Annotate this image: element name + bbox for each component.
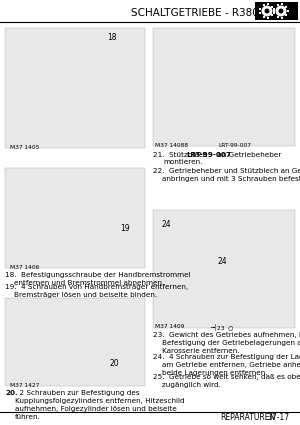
Circle shape	[262, 6, 272, 17]
Text: montieren.: montieren.	[163, 159, 202, 165]
Bar	[255, 2, 298, 20]
Text: 24: 24	[162, 220, 172, 229]
Text: REPARATUREN: REPARATUREN	[220, 414, 275, 422]
Bar	[273, 12, 275, 14]
Text: M37 1405: M37 1405	[10, 145, 39, 150]
Bar	[285, 14, 287, 17]
Bar	[5, 168, 145, 268]
Circle shape	[275, 6, 286, 17]
Text: 19.  4 Schrauben von Handbremsträger entfernen,
    Bremsträger lösen und beisei: 19. 4 Schrauben von Handbremsträger entf…	[5, 284, 188, 298]
Bar	[273, 10, 275, 12]
Text: LRT-99-007: LRT-99-007	[186, 152, 231, 158]
Circle shape	[278, 8, 284, 14]
Bar	[287, 10, 289, 12]
Bar	[277, 16, 278, 18]
Bar	[267, 3, 269, 5]
Bar	[5, 28, 145, 148]
Bar	[281, 3, 283, 5]
Bar	[153, 210, 295, 328]
Text: 21.  Stützblech: 21. Stützblech	[153, 152, 210, 158]
Text: 23.  Gewicht des Getriebes aufnehmen, Muttern zur
    Befestigung der Getriebela: 23. Gewicht des Getriebes aufnehmen, Mut…	[153, 332, 300, 354]
Text: 19: 19	[120, 224, 130, 232]
Text: ─┤23  ○: ─┤23 ○	[210, 324, 233, 331]
Text: 24.  4 Schrauben zur Befestigung der Lagerungen
    am Getriebe entfernen, Getri: 24. 4 Schrauben zur Befestigung der Lage…	[153, 354, 300, 376]
Bar	[277, 4, 278, 6]
Text: 22.  Getriebeheber und Stützblech an Getriebe
    anbringen und mit 3 Schrauben : 22. Getriebeheber und Stützblech an Getr…	[153, 168, 300, 182]
Text: M37 14088: M37 14088	[155, 143, 188, 148]
Bar	[272, 14, 273, 17]
Text: 24: 24	[218, 257, 228, 266]
Bar	[281, 17, 283, 19]
Text: SCHALTGETRIEBE - R380: SCHALTGETRIEBE - R380	[131, 8, 259, 18]
Text: 18.  Befestigungsschraube der Handbremstrommel
    entfernen und Bremstrommel ab: 18. Befestigungsschraube der Handbremstr…	[5, 272, 190, 286]
Bar	[273, 8, 275, 10]
Bar	[262, 4, 265, 6]
Text: LRT-99-007: LRT-99-007	[218, 143, 251, 148]
Text: 25.  Getriebe so weit senken, daß es oben
    zugänglich wird.: 25. Getriebe so weit senken, daß es oben…	[153, 374, 300, 388]
Bar	[153, 28, 295, 146]
Bar	[260, 12, 261, 14]
Text: 18: 18	[107, 33, 116, 42]
Bar	[267, 17, 269, 19]
Bar	[260, 8, 261, 10]
Text: 2 Schrauben zur Befestigung des
Kupplungsfolgezylinders entfernen, Hitzeschild
a: 2 Schrauben zur Befestigung des Kupplung…	[15, 390, 184, 420]
Text: 20: 20	[110, 359, 120, 368]
Text: an Getriebeheber: an Getriebeheber	[213, 152, 281, 158]
Text: M37 1406: M37 1406	[10, 265, 39, 270]
Text: 20.: 20.	[5, 390, 18, 396]
Bar	[5, 298, 145, 386]
Text: M37 1427: M37 1427	[10, 383, 39, 388]
Circle shape	[265, 8, 269, 14]
Text: 37-17: 37-17	[268, 414, 290, 422]
Bar	[285, 6, 287, 8]
Text: M37 1409: M37 1409	[155, 324, 184, 329]
Bar	[272, 6, 273, 8]
Bar	[262, 16, 265, 18]
